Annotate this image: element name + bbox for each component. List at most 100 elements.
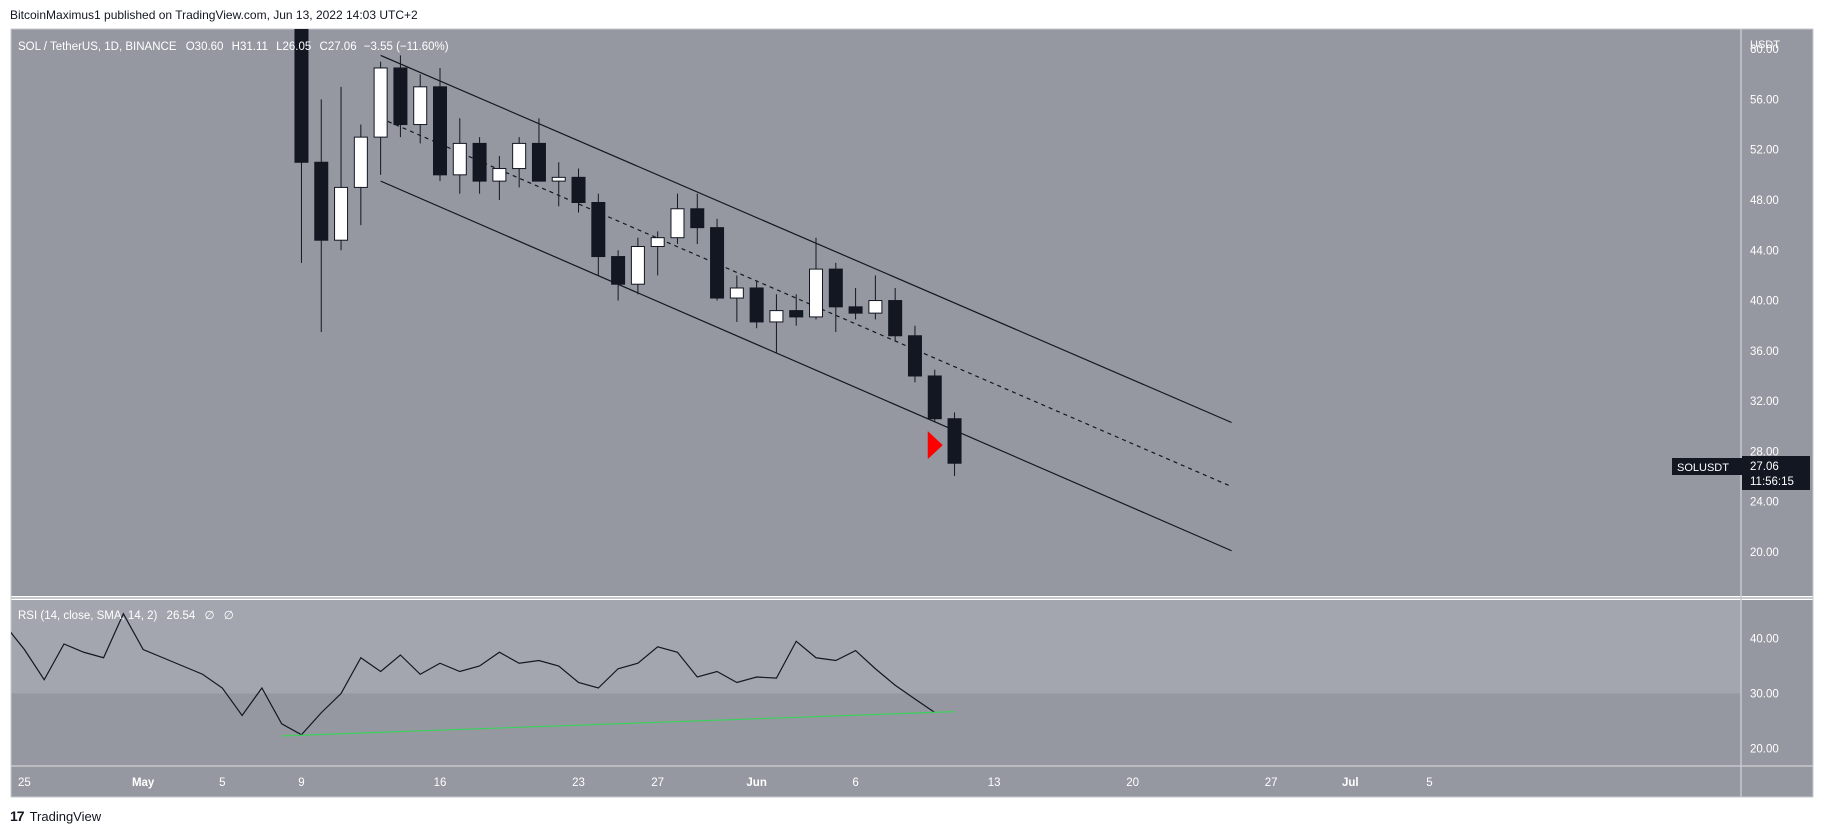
rsi-axis[interactable] [1741,600,1813,765]
candle [492,155,507,200]
candle [531,118,546,182]
candle [452,118,467,194]
candle [373,61,388,175]
candle [690,193,705,244]
time-tick-label: May [132,777,155,789]
candle [393,55,408,138]
publisher-line: BitcoinMaximus1 published on TradingView… [10,8,418,22]
last-price-label: SOLUSDT 27.06 11:56:15 [1672,456,1810,490]
rsi-value: 26.54 [167,610,196,622]
last-price-symbol: SOLUSDT [1677,462,1729,474]
rsi-name: RSI (14, close, SMA, 14, 2) [18,610,158,622]
price-axis[interactable] [1741,29,1813,596]
ohlc-l-value: 26.05 [283,41,312,53]
candle-body [650,237,665,247]
candle [907,325,922,383]
rsi-sma-value-2: ∅ [224,610,234,622]
candle [413,74,428,144]
price-tick-label: 32.00 [1750,396,1779,408]
last-price-value: 27.06 [1750,461,1779,473]
price-axis-unit: USDT [1750,39,1780,51]
channel-middle-line [380,117,1232,488]
symbol-title: SOL / TetherUS, 1D, BINANCE O30.60 H31.1… [18,41,449,53]
candle-body [433,86,447,176]
time-tick-label: 5 [1426,777,1432,789]
candle [947,412,962,476]
time-tick-label: 27 [1265,777,1278,789]
candle [809,237,824,320]
price-tick-label: 52.00 [1750,145,1779,157]
candle-body [809,268,824,318]
channel-upper-line [380,54,1232,424]
symbol-name: SOL / TetherUS, 1D, BINANCE [18,41,177,53]
time-tick-label: 16 [434,777,447,789]
candle [848,287,863,320]
candle-body [868,300,883,314]
candle [828,262,843,332]
ohlc-c-label: C [320,41,328,53]
candle [710,218,725,301]
candle [433,67,447,182]
candle-body [670,208,685,239]
price-tick-label: 20.00 [1750,547,1779,559]
time-tick-label: 20 [1126,777,1139,789]
candle-body [393,67,408,126]
candle-countdown: 11:56:15 [1750,476,1794,488]
tradingview-brand: TradingView [29,808,102,824]
rsi-line [11,612,936,736]
channel-lower-line [380,180,1232,552]
ohlc-change: −3.55 (−11.60%) [364,41,449,53]
candle-body [512,142,527,170]
candle-body [828,268,843,308]
candle-body [531,142,546,182]
ohlc-c-value: 27.06 [328,41,357,53]
candle [512,137,527,188]
ohlc-h-value: 31.11 [240,41,268,53]
candle [472,137,487,194]
candle [551,162,566,207]
candle [650,231,665,276]
candle [888,287,903,341]
tradingview-footer[interactable]: 17 TradingView [10,808,101,824]
candle [334,86,349,251]
ohlc-l-label: L [276,41,283,53]
candle [729,275,744,322]
candle-body [789,310,804,318]
candle-body [690,208,705,229]
price-tick-label: 40.00 [1750,296,1779,308]
price-tick-label: 28.00 [1750,446,1779,458]
price-tick-label: 60.00 [1750,44,1779,56]
candle-body [472,142,487,182]
candle [927,369,942,423]
signal-triangle-icon [927,431,943,460]
candle-body [492,168,507,182]
chart-frame [10,28,1814,798]
candle-body [907,335,922,377]
time-axis[interactable] [11,765,1813,797]
candle-body [888,300,903,337]
time-tick-label: 9 [298,777,304,789]
candle-body [571,176,586,203]
rsi-sma-value: ∅ [205,610,215,622]
candle-body [591,201,606,258]
candle-body [630,245,645,285]
candle-body [353,136,368,188]
candle [868,275,883,320]
rsi-tick-label: 20.00 [1750,744,1779,756]
candle [749,281,764,329]
time-tick-label: 27 [651,777,664,789]
candle-body [373,67,388,138]
candle [630,237,645,295]
candle-body [314,161,329,241]
candle-body [769,310,784,323]
candle-body [334,186,349,241]
candle [314,99,329,332]
candle [294,29,309,263]
candle-body [729,287,744,299]
price-tick-label: 44.00 [1750,245,1779,257]
candle [353,124,368,226]
tradingview-logo-icon: 17 [10,808,25,824]
candle-body [947,418,962,464]
ohlc-h-label: H [232,41,240,53]
